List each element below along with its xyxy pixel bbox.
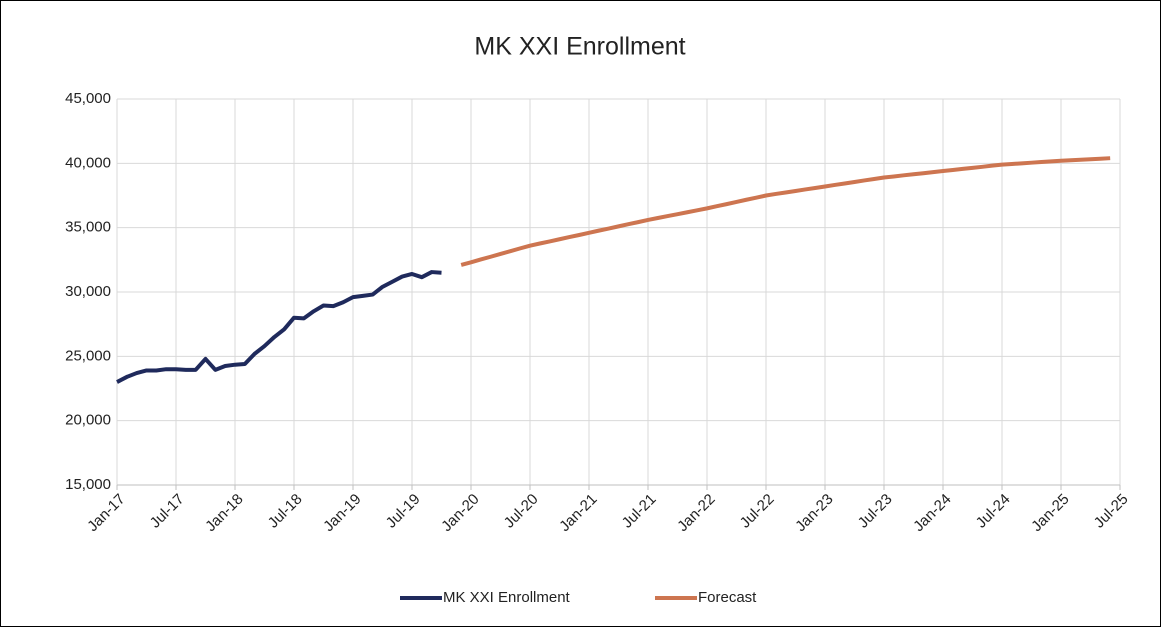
series-line bbox=[116, 270, 442, 384]
legend-label: Forecast bbox=[698, 589, 757, 606]
chart-title: MK XXI Enrollment bbox=[474, 33, 685, 61]
y-tick-label: 35,000 bbox=[65, 219, 111, 236]
y-tick-label: 20,000 bbox=[65, 412, 111, 429]
y-tick-label: 40,000 bbox=[65, 154, 111, 171]
y-tick-label: 25,000 bbox=[65, 347, 111, 364]
y-tick-label: 15,000 bbox=[65, 476, 111, 493]
y-tick-label: 45,000 bbox=[65, 90, 111, 107]
y-tick-label: 30,000 bbox=[65, 283, 111, 300]
series-line bbox=[460, 156, 1111, 267]
legend-label: MK XXI Enrollment bbox=[443, 589, 571, 606]
